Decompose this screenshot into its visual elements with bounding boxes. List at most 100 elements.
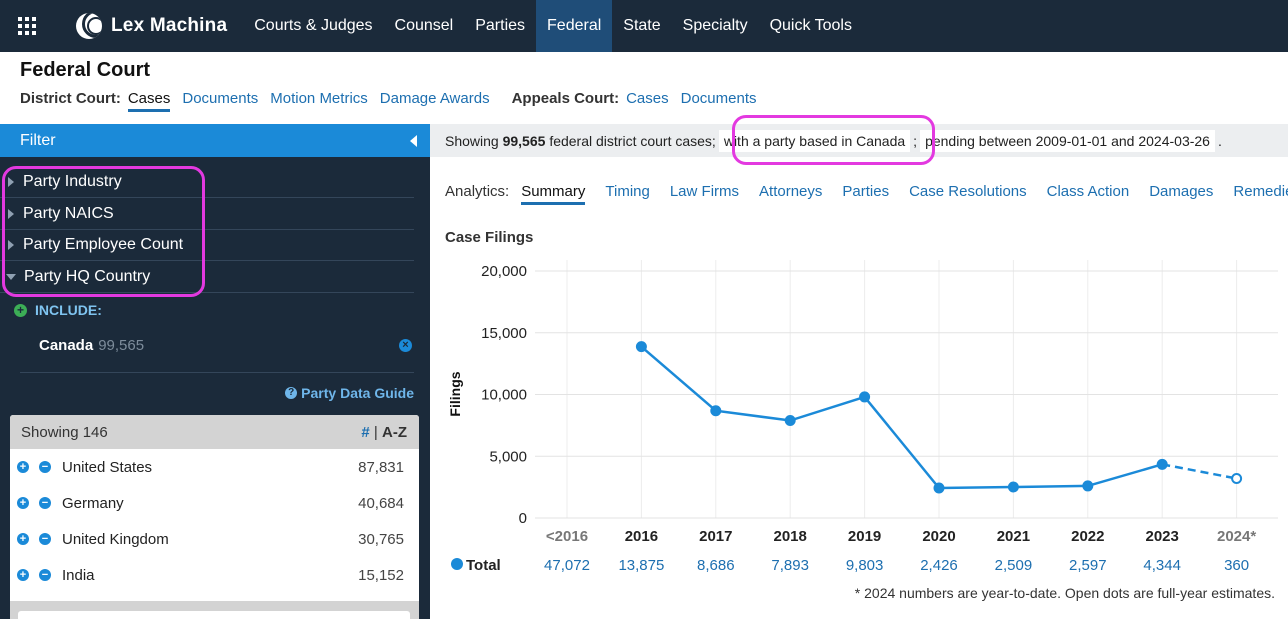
tab-attorneys[interactable]: Attorneys: [759, 183, 823, 200]
chart-title: Case Filings: [445, 229, 534, 246]
divider: [20, 372, 414, 373]
list-footer: [10, 601, 419, 619]
apps-grid-icon[interactable]: [0, 0, 54, 52]
summary-separator: ;: [913, 132, 918, 149]
filter-chip-date-range[interactable]: pending between 2009-01-01 and 2024-03-2…: [920, 129, 1215, 152]
legend-dot-total: [451, 558, 463, 570]
x-tick-label: <2016: [546, 528, 588, 545]
tab-case-resolutions[interactable]: Case Resolutions: [909, 183, 1027, 200]
brand-logo[interactable]: Lex Machina: [76, 13, 227, 39]
appeals-cases-link[interactable]: Cases: [626, 90, 669, 107]
tab-law-firms[interactable]: Law Firms: [669, 183, 740, 200]
filter-chip-canada[interactable]: with a party based in Canada: [718, 129, 911, 152]
district-court-label: District Court:: [20, 90, 121, 107]
include-header: + INCLUDE:: [14, 302, 102, 318]
sort-by-count[interactable]: #: [361, 423, 370, 441]
summary-bar: Showing 99,565 federal district court ca…: [430, 124, 1288, 157]
top-nav: Lex Machina Courts & Judges Counsel Part…: [0, 0, 1288, 52]
nav-parties[interactable]: Parties: [475, 17, 526, 34]
remove-filter-icon[interactable]: ×: [399, 339, 412, 352]
y-tick-label: 20,000: [481, 263, 527, 280]
guide-label: Party Data Guide: [301, 385, 414, 401]
total-value: 2,509: [995, 557, 1033, 574]
help-icon: ?: [285, 387, 298, 399]
data-point: [1082, 480, 1094, 492]
facet-label: Party Employee Count: [23, 235, 184, 253]
summary-end: .: [1217, 132, 1222, 149]
total-value: 13,875: [618, 557, 664, 574]
lex-machina-logo-icon: [76, 13, 102, 39]
appeals-documents-link[interactable]: Documents: [680, 90, 757, 107]
exclude-minus-icon[interactable]: −: [39, 569, 51, 581]
data-point: [784, 415, 796, 427]
damage-awards-link[interactable]: Damage Awards: [379, 90, 490, 107]
summary-prefix: Showing: [445, 132, 499, 149]
include-plus-icon[interactable]: +: [17, 533, 29, 545]
summary-count: 99,565: [502, 132, 546, 149]
nav-specialty[interactable]: Specialty: [682, 17, 748, 34]
tab-timing[interactable]: Timing: [605, 183, 650, 200]
facet-party-employee-count[interactable]: Party Employee Count: [0, 229, 414, 261]
nav-federal[interactable]: Federal: [536, 0, 613, 52]
tab-remedies[interactable]: Remedies: [1233, 183, 1288, 200]
sort-alphabetical[interactable]: A-Z: [382, 423, 407, 441]
country-count: 30,765: [358, 530, 404, 548]
tab-damages[interactable]: Damages: [1149, 183, 1214, 200]
data-point-estimate: [1231, 472, 1243, 484]
appeals-court-label: Appeals Court:: [511, 90, 620, 107]
district-documents-link[interactable]: Documents: [182, 90, 259, 107]
collapse-sidebar-icon[interactable]: [410, 134, 417, 147]
country-count: 87,831: [358, 458, 404, 476]
country-name: India: [62, 566, 95, 584]
court-subnav: District Court: Cases Documents Motion M…: [20, 90, 769, 112]
data-point: [859, 391, 871, 403]
x-tick-label: 2024*: [1217, 528, 1256, 545]
include-plus-icon[interactable]: +: [17, 461, 29, 473]
plus-circle-icon[interactable]: +: [14, 303, 27, 317]
include-plus-icon[interactable]: +: [17, 569, 29, 581]
x-tick-label: 2022: [1071, 528, 1104, 545]
list-search-input[interactable]: [18, 611, 410, 619]
total-value: 47,072: [544, 557, 590, 574]
expand-arrow-icon: [8, 176, 14, 187]
district-cases-link[interactable]: Cases: [127, 90, 171, 112]
facet-party-naics[interactable]: Party NAICS: [0, 198, 414, 230]
nav-courts-judges[interactable]: Courts & Judges: [254, 17, 373, 34]
facet-label: Party Industry: [23, 172, 122, 190]
data-point: [933, 482, 945, 494]
total-value: 9,803: [846, 557, 884, 574]
y-tick-label: 5,000: [489, 448, 527, 465]
chart-footnote: * 2024 numbers are year-to-date. Open do…: [854, 585, 1275, 601]
nav-state[interactable]: State: [623, 17, 661, 34]
motion-metrics-link[interactable]: Motion Metrics: [270, 90, 368, 107]
analytics-label: Analytics:: [445, 183, 510, 200]
tab-class-action[interactable]: Class Action: [1046, 183, 1130, 200]
exclude-minus-icon[interactable]: −: [39, 533, 51, 545]
facet-party-hq-country[interactable]: Party HQ Country: [0, 261, 414, 293]
y-axis-label: Filings: [447, 371, 463, 416]
facet-label: Party HQ Country: [24, 267, 151, 285]
nav-quick-tools[interactable]: Quick Tools: [769, 17, 852, 34]
showing-count: Showing 146: [21, 423, 108, 441]
collapse-arrow-icon: [6, 273, 16, 280]
nav-counsel[interactable]: Counsel: [394, 17, 454, 34]
x-tick-label: 2019: [848, 528, 881, 545]
exclude-minus-icon[interactable]: −: [39, 497, 51, 509]
list-item: + − India 15,152: [10, 557, 419, 593]
x-tick-label: 2020: [922, 528, 955, 545]
exclude-minus-icon[interactable]: −: [39, 461, 51, 473]
country-name: United States: [62, 458, 153, 476]
include-plus-icon[interactable]: +: [17, 497, 29, 509]
data-point: [1007, 481, 1019, 493]
list-item: + − United States 87,831: [10, 449, 419, 485]
country-name: Germany: [62, 494, 124, 512]
series-line-estimate: [1161, 463, 1237, 480]
tab-parties[interactable]: Parties: [842, 183, 890, 200]
expand-arrow-icon: [8, 239, 14, 250]
filter-label: Filter: [20, 131, 56, 149]
included-name: Canada: [39, 337, 94, 354]
tab-summary[interactable]: Summary: [521, 183, 586, 205]
facet-party-industry[interactable]: Party Industry: [0, 166, 414, 198]
included-filter-canada: Canada 99,565 ×: [39, 337, 414, 354]
party-data-guide-link[interactable]: ? Party Data Guide: [285, 385, 414, 401]
